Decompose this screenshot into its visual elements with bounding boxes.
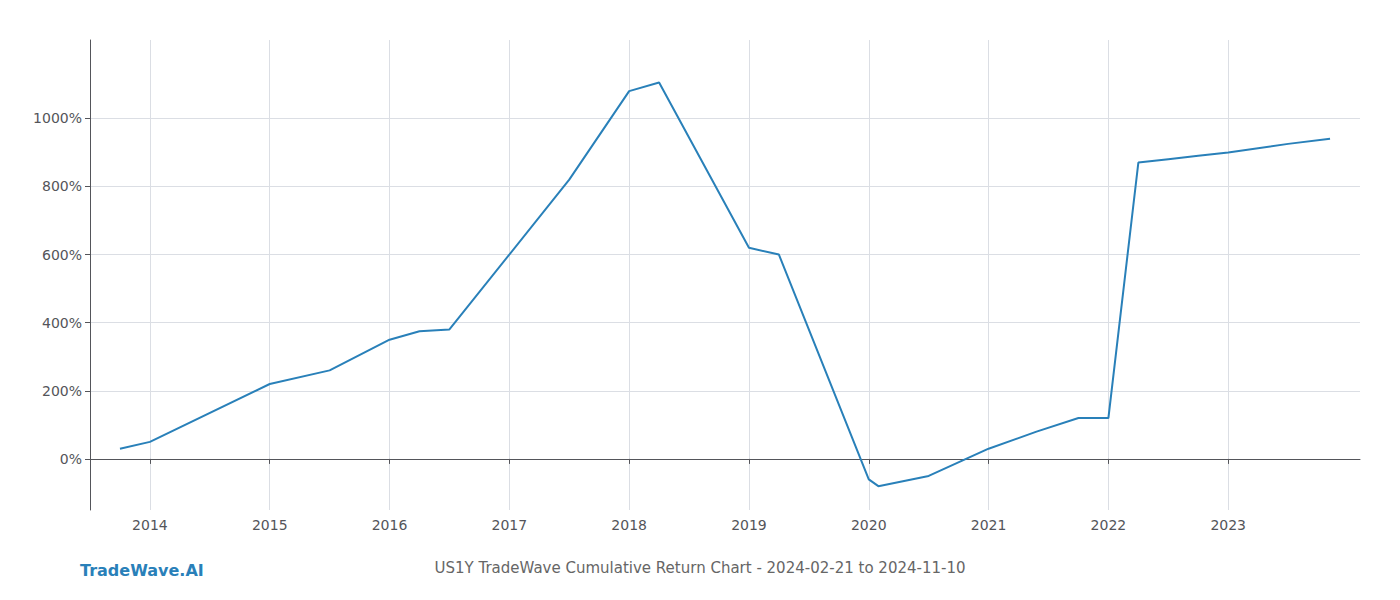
svg-text:2023: 2023: [1210, 517, 1246, 533]
svg-text:200%: 200%: [42, 383, 82, 399]
svg-text:600%: 600%: [42, 247, 82, 263]
svg-text:2021: 2021: [971, 517, 1007, 533]
svg-text:2019: 2019: [731, 517, 767, 533]
svg-text:2022: 2022: [1091, 517, 1127, 533]
svg-text:TradeWave.AI: TradeWave.AI: [80, 561, 204, 580]
svg-text:2018: 2018: [611, 517, 647, 533]
svg-text:2020: 2020: [851, 517, 887, 533]
svg-text:US1Y TradeWave Cumulative Retu: US1Y TradeWave Cumulative Return Chart -…: [434, 559, 965, 577]
svg-text:1000%: 1000%: [33, 110, 82, 126]
svg-text:2014: 2014: [132, 517, 168, 533]
svg-text:400%: 400%: [42, 315, 82, 331]
svg-text:800%: 800%: [42, 178, 82, 194]
svg-text:2016: 2016: [372, 517, 408, 533]
svg-text:2017: 2017: [492, 517, 528, 533]
svg-text:0%: 0%: [60, 451, 82, 467]
svg-text:2015: 2015: [252, 517, 288, 533]
